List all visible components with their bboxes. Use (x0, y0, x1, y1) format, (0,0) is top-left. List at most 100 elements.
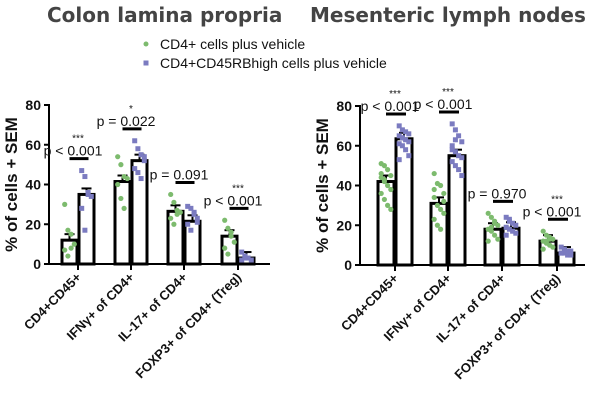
data-point (385, 167, 391, 173)
data-point (141, 158, 147, 164)
data-point (248, 257, 254, 263)
data-point (85, 189, 91, 195)
data-point (452, 163, 458, 169)
data-point (399, 143, 405, 149)
data-point (449, 143, 455, 149)
y-tick-label: 20 (336, 217, 352, 233)
data-point (132, 166, 138, 172)
data-point (191, 211, 197, 217)
data-point (403, 129, 409, 135)
data-point (396, 123, 402, 129)
data-point (228, 233, 234, 239)
data-point (168, 191, 174, 198)
data-point (510, 220, 516, 226)
data-point (68, 245, 74, 251)
data-point (239, 257, 245, 263)
data-point (194, 219, 200, 225)
y-tick-label: 60 (336, 138, 352, 154)
chart-title-right: Mesenteric lymph nodes (310, 3, 586, 27)
data-point (431, 186, 437, 193)
data-point (406, 131, 412, 137)
data-point (452, 149, 458, 155)
data-point (168, 215, 174, 221)
data-point (403, 147, 409, 153)
data-point (65, 253, 71, 259)
data-point (547, 236, 553, 242)
data-point (441, 198, 447, 204)
p-value-label: p < 0.001 (361, 98, 420, 114)
data-point (141, 154, 147, 160)
legend: CD4+ cells plus vehicle CD4+CD45RBhigh c… (143, 36, 387, 71)
significance-stars: *** (551, 194, 563, 205)
data-point (506, 226, 512, 232)
p-value-label: p = 0.091 (150, 167, 209, 183)
data-point (399, 135, 405, 141)
data-point (381, 176, 387, 183)
p-value-label: p < 0.001 (414, 96, 473, 112)
data-point (449, 159, 455, 165)
data-point (222, 217, 228, 223)
data-point (406, 139, 412, 145)
p-value-label: p < 0.001 (204, 192, 263, 208)
y-axis-label: % of cells + SEM (2, 117, 21, 252)
data-point (188, 227, 194, 233)
data-point (231, 239, 237, 245)
data-point (188, 205, 194, 211)
significance-stars: * (129, 104, 133, 115)
legend-label: CD4+CD45RBhigh cells plus vehicle (160, 55, 387, 71)
p-value-label: p = 0.970 (468, 185, 527, 201)
data-point (561, 250, 567, 256)
data-point (378, 190, 384, 197)
data-point (228, 229, 234, 235)
data-point (488, 214, 494, 220)
legend-marker-circle (143, 41, 149, 47)
data-point (82, 227, 88, 233)
data-point (459, 155, 465, 161)
data-point (403, 137, 409, 143)
y-tick-label: 0 (33, 256, 41, 272)
y-axis-label: % of cells + SEM (313, 118, 332, 253)
data-point (558, 244, 564, 250)
data-point (185, 221, 191, 227)
data-point (225, 225, 231, 231)
data-point (540, 228, 546, 234)
data-point (459, 173, 465, 179)
data-point (434, 202, 440, 208)
data-point (115, 181, 121, 188)
data-point (385, 182, 391, 189)
data-point (381, 196, 387, 203)
data-point (506, 218, 512, 224)
x-tick-label: FOXP3+ of CD4+ (Treg) (451, 271, 563, 383)
data-point (495, 236, 501, 242)
data-point (485, 238, 491, 244)
data-point (378, 170, 384, 177)
data-point (242, 255, 248, 261)
data-point (510, 228, 516, 234)
data-point (438, 226, 444, 232)
data-point (431, 194, 437, 201)
data-point (62, 201, 68, 207)
data-point (485, 210, 491, 216)
data-point (135, 170, 141, 176)
data-point (138, 152, 144, 158)
p-value-label: p = 0.022 (97, 113, 156, 129)
data-point (561, 246, 567, 252)
data-point (456, 133, 462, 139)
data-point (171, 221, 177, 227)
data-point (513, 230, 519, 236)
data-point (115, 154, 121, 160)
data-point (492, 232, 498, 238)
legend-marker-square (143, 60, 149, 66)
data-point (441, 210, 447, 216)
data-point (449, 147, 455, 153)
data-point (396, 133, 402, 139)
y-tick-label: 20 (25, 216, 41, 232)
data-point (565, 248, 571, 254)
data-point (118, 162, 124, 168)
data-point (194, 215, 200, 221)
y-tick-label: 0 (344, 257, 352, 273)
data-point (396, 157, 402, 163)
